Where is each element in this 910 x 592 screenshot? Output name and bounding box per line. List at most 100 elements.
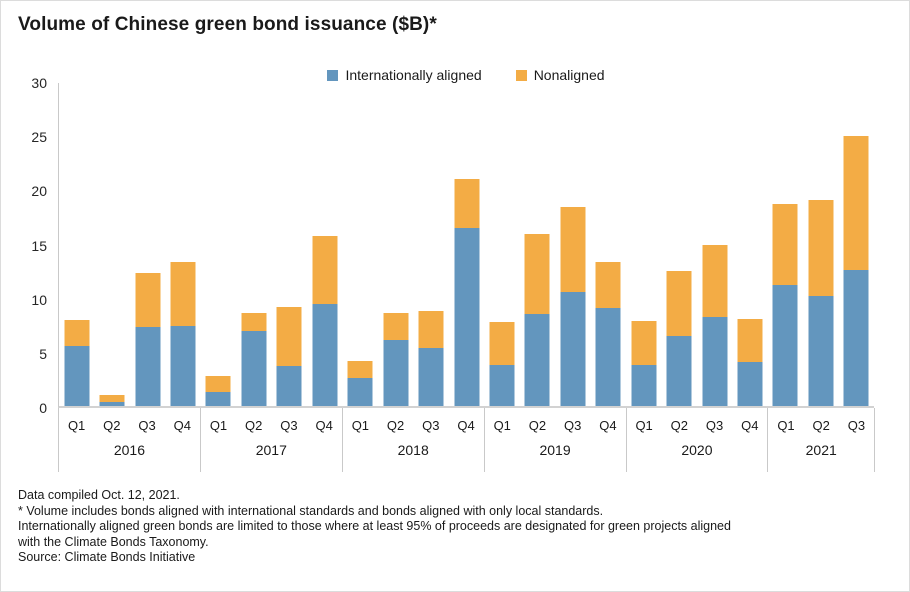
bar [383, 83, 409, 406]
bar-segment-nonaligned [135, 272, 161, 328]
bar [347, 83, 373, 406]
bar-segment-internationally-aligned [418, 347, 444, 406]
x-axis-year-group: Q1 Q2 Q3 2021 [767, 408, 876, 472]
y-tick-label: 25 [31, 129, 47, 146]
quarter-tick-label: Q3 [847, 418, 866, 433]
bar-segment-nonaligned [383, 313, 409, 341]
quarter-tick-label: Q2 [670, 418, 688, 433]
year-tick-label: 2020 [681, 442, 713, 458]
bar [135, 83, 161, 406]
bar-segment-nonaligned [64, 319, 90, 346]
y-tick-label: 15 [31, 237, 47, 254]
bar-segment-internationally-aligned [383, 340, 409, 406]
quarter-tick-label: Q4 [173, 418, 191, 433]
footnote-line: Internationally aligned green bonds are … [18, 519, 731, 533]
legend-label: Nonaligned [533, 67, 605, 83]
y-tick-label: 5 [39, 345, 47, 362]
quarter-label-row: Q1 Q2 Q3 Q4 [485, 418, 626, 433]
legend: Internationally aligned Nonaligned [58, 67, 874, 83]
quarter-tick-label: Q3 [280, 418, 298, 433]
bar-segment-nonaligned [737, 318, 763, 362]
bar-segment-internationally-aligned [595, 308, 621, 406]
bar-segment-internationally-aligned [312, 303, 338, 406]
footnote-line: * Volume includes bonds aligned with int… [18, 503, 604, 518]
quarter-tick-label: Q2 [103, 418, 121, 433]
bar [312, 83, 338, 406]
bar [666, 83, 692, 406]
bar [489, 83, 515, 406]
bar [418, 83, 444, 406]
bar-segment-internationally-aligned [808, 296, 834, 406]
bar [843, 83, 869, 406]
bar [702, 83, 728, 406]
bar-segment-internationally-aligned [241, 330, 267, 406]
bar [454, 83, 479, 406]
y-axis: 0 5 10 15 20 25 30 [15, 76, 47, 415]
quarter-tick-label: Q2 [386, 418, 405, 433]
bar-segment-internationally-aligned [772, 285, 798, 406]
year-tick-label: 2021 [805, 442, 837, 458]
bar-segment-nonaligned [276, 306, 302, 367]
bar-segment-nonaligned [560, 206, 586, 292]
bar [560, 83, 586, 406]
footnotes: Data compiled Oct. 12, 2021. * Volume in… [18, 488, 731, 566]
quarter-tick-label: Q1 [777, 418, 795, 433]
bar [631, 83, 657, 406]
quarter-tick-label: Q2 [245, 418, 263, 433]
footnote-line: Data compiled Oct. 12, 2021. [18, 488, 180, 502]
bar-segment-internationally-aligned [737, 361, 763, 406]
quarter-tick-label: Q1 [635, 418, 653, 433]
bar-segment-nonaligned [312, 235, 338, 304]
legend-item-internationally-aligned: Internationally aligned [327, 67, 482, 83]
bar [595, 83, 621, 406]
bar-segment-nonaligned [843, 135, 869, 271]
quarter-label-row: Q1 Q2 Q3 Q4 [201, 418, 342, 433]
bar-segment-nonaligned [347, 360, 373, 379]
bar-segment-nonaligned [205, 375, 231, 393]
quarter-label-row: Q1 Q2 Q3 [768, 418, 874, 433]
bar [772, 83, 798, 406]
quarter-tick-label: Q4 [599, 418, 617, 433]
bar-segment-nonaligned [772, 203, 798, 286]
quarter-tick-label: Q1 [67, 418, 86, 433]
bar-segment-internationally-aligned [666, 336, 692, 406]
quarter-tick-label: Q3 [564, 418, 582, 433]
legend-item-nonaligned: Nonaligned [515, 67, 605, 83]
quarter-tick-label: Q4 [315, 418, 333, 433]
bar-segment-internationally-aligned [64, 345, 90, 406]
quarter-tick-label: Q2 [812, 418, 830, 433]
x-axis-year-group: Q1 Q2 Q3 Q4 2016 [58, 408, 200, 472]
bar-segment-nonaligned [241, 313, 267, 331]
bar-segment-internationally-aligned [524, 314, 550, 406]
bar-segment-nonaligned [454, 178, 479, 229]
bar-segment-internationally-aligned [631, 365, 657, 406]
year-tick-label: 2017 [255, 442, 287, 458]
quarter-label-row: Q1 Q2 Q3 Q4 [59, 418, 200, 433]
bar [737, 83, 763, 406]
footnote-line: Source: Climate Bonds Initiative [18, 550, 196, 564]
bar-segment-nonaligned [418, 311, 444, 348]
y-tick-label: 0 [39, 400, 47, 416]
year-tick-label: 2018 [397, 442, 429, 458]
bar [524, 83, 550, 406]
bar-segment-internationally-aligned [347, 378, 373, 406]
quarter-tick-label: Q3 [138, 418, 156, 433]
bar-segment-nonaligned [489, 322, 515, 366]
plot-area [58, 83, 874, 408]
bar-segment-nonaligned [99, 395, 125, 402]
bar [99, 83, 125, 406]
bar-segment-nonaligned [524, 233, 550, 315]
bar-segment-nonaligned [702, 244, 728, 317]
quarter-label-row: Q1 Q2 Q3 Q4 [627, 418, 768, 433]
bar-segment-internationally-aligned [276, 366, 302, 406]
quarter-tick-label: Q4 [741, 418, 759, 433]
quarter-tick-label: Q1 [351, 418, 370, 433]
bar-segment-internationally-aligned [170, 326, 196, 406]
quarter-tick-label: Q3 [422, 418, 440, 433]
chart-title: Volume of Chinese green bond issuance ($… [18, 14, 437, 35]
quarter-tick-label: Q3 [705, 418, 724, 433]
legend-swatch-internationally-aligned-icon [327, 69, 339, 81]
bar [276, 83, 302, 406]
legend-label: Internationally aligned [345, 67, 482, 83]
